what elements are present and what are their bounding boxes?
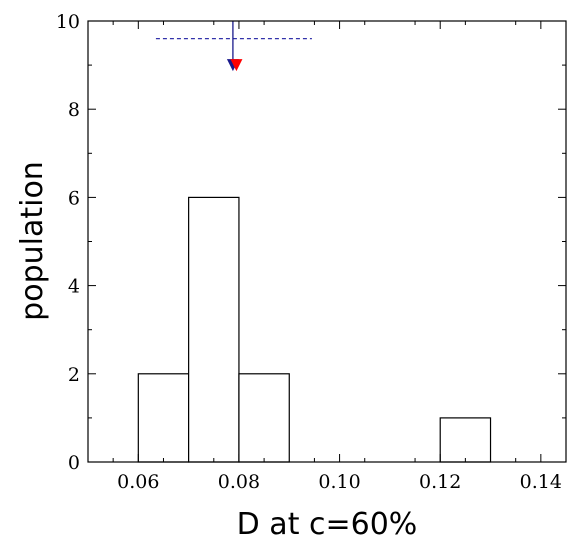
x-tick-label: 0.12: [419, 471, 461, 493]
histogram-bar: [137, 373, 190, 463]
y-tick-label: 2: [68, 364, 80, 386]
y-tick-label: 0: [68, 452, 80, 474]
y-axis-ticks: 0 2 4 6 8 10: [56, 11, 566, 474]
x-tick-label: 0.06: [117, 471, 159, 493]
y-tick-label: 8: [68, 99, 80, 121]
y-tick-label: 4: [68, 276, 80, 298]
y-tick-label: 6: [68, 187, 80, 209]
histogram-bars: [137, 196, 492, 463]
histogram-bar: [188, 196, 240, 463]
x-tick-label: 0.14: [520, 471, 562, 493]
x-axis-title: D at c=60%: [237, 507, 418, 542]
histogram-bar: [439, 417, 492, 463]
x-tick-label: 0.08: [218, 471, 260, 493]
y-tick-label: 10: [56, 11, 80, 33]
x-tick-label: 0.10: [318, 471, 360, 493]
histogram-bar: [238, 373, 290, 463]
mean-median-annotations: [155, 21, 312, 72]
x-axis-ticks: 0.06 0.08 0.10 0.12 0.14: [112, 21, 567, 493]
y-axis-title: population: [15, 161, 50, 321]
median-marker: [230, 59, 243, 72]
